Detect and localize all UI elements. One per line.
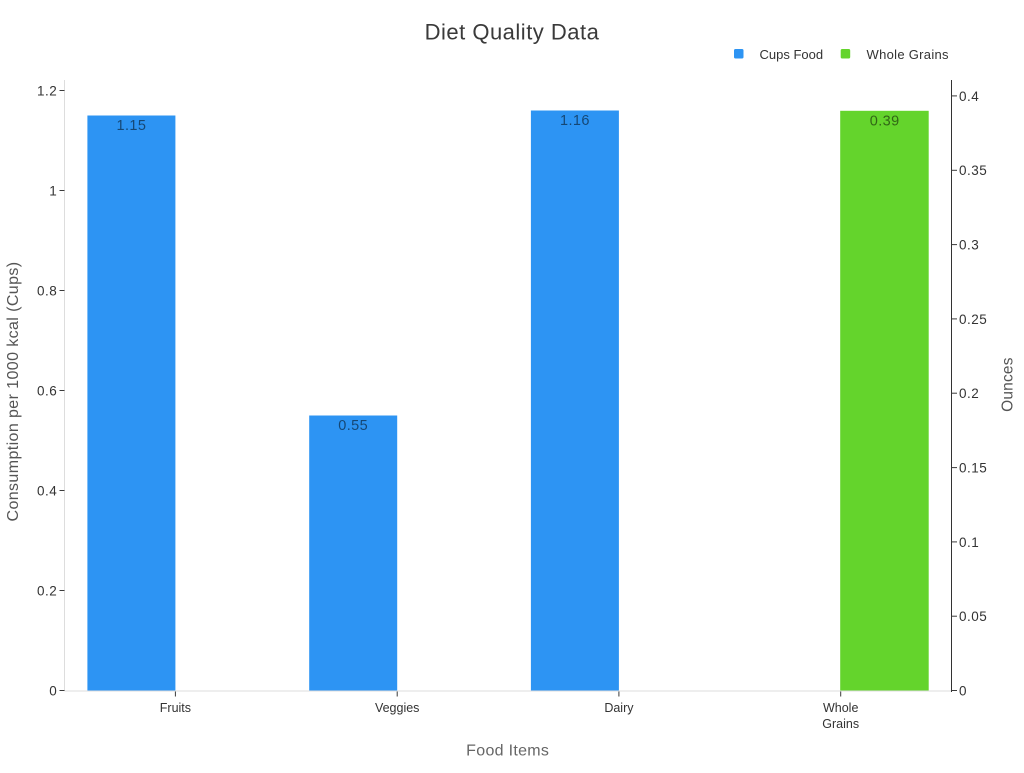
svg-text:0.4: 0.4	[37, 483, 57, 498]
svg-text:1: 1	[49, 183, 57, 198]
svg-text:Grains: Grains	[822, 717, 859, 731]
svg-text:0.15: 0.15	[959, 461, 987, 476]
svg-text:Consumption per 1000 kcal (Cup: Consumption per 1000 kcal (Cups)	[5, 261, 22, 521]
svg-text:1.16: 1.16	[560, 113, 590, 129]
svg-text:0.2: 0.2	[959, 386, 979, 401]
svg-text:0.2: 0.2	[37, 583, 57, 598]
svg-text:0.05: 0.05	[959, 609, 987, 624]
svg-text:Dairy: Dairy	[604, 701, 634, 715]
svg-text:Fruits: Fruits	[160, 701, 191, 715]
svg-text:Cups Food: Cups Food	[760, 47, 824, 62]
svg-text:Ounces: Ounces	[999, 357, 1016, 412]
svg-text:0: 0	[49, 683, 57, 698]
svg-text:0.39: 0.39	[870, 114, 900, 130]
svg-text:0.55: 0.55	[338, 418, 368, 434]
svg-text:Veggies: Veggies	[375, 701, 419, 715]
svg-text:Whole: Whole	[823, 701, 858, 715]
svg-text:0.25: 0.25	[959, 312, 987, 327]
svg-text:Whole Grains: Whole Grains	[867, 47, 950, 62]
svg-text:0: 0	[959, 683, 967, 698]
svg-text:Food Items: Food Items	[466, 743, 549, 760]
svg-text:1.2: 1.2	[37, 83, 57, 98]
svg-text:1.15: 1.15	[116, 118, 146, 134]
svg-text:0.6: 0.6	[37, 383, 57, 398]
svg-text:Diet Quality Data: Diet Quality Data	[425, 19, 600, 44]
svg-text:0.3: 0.3	[959, 238, 979, 253]
svg-text:0.1: 0.1	[959, 535, 979, 550]
svg-text:0.4: 0.4	[959, 89, 979, 104]
svg-text:0.35: 0.35	[959, 163, 987, 178]
svg-text:0.8: 0.8	[37, 283, 57, 298]
